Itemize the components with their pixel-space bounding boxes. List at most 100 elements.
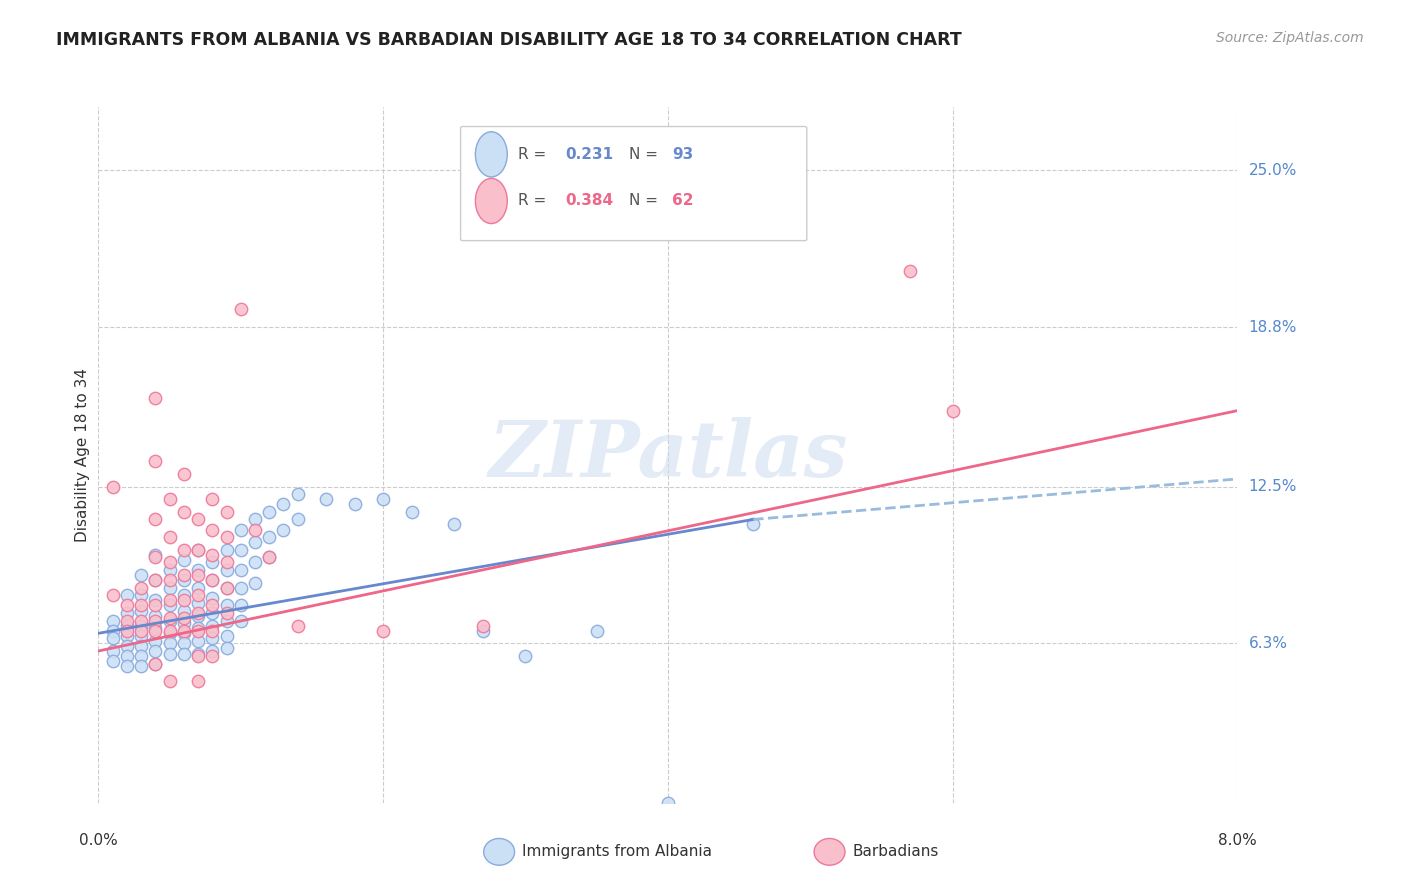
Point [159,614,181,628]
Point [187,581,209,595]
Ellipse shape [475,132,508,177]
Point [173,467,195,481]
Point [145,573,167,587]
Point [201,648,224,663]
Point [101,614,124,628]
Point [287,512,309,526]
Point [173,588,195,602]
Point [201,618,224,632]
Text: 62: 62 [672,194,695,209]
Point [229,542,252,557]
Text: N =: N = [628,147,664,161]
Point [273,523,295,537]
Point [115,639,138,653]
Text: 25.0%: 25.0% [1249,163,1296,178]
Point [159,674,181,689]
Point [173,624,195,638]
Point [129,639,152,653]
Point [215,641,238,656]
Point [215,556,238,570]
Point [201,548,224,562]
Text: 6.3%: 6.3% [1249,636,1288,651]
Point [145,391,167,405]
Point [173,611,195,625]
Point [742,517,765,532]
Point [243,535,266,549]
Point [129,588,152,602]
Point [145,608,167,623]
Point [187,568,209,582]
Point [159,563,181,577]
Point [187,621,209,635]
Point [187,596,209,610]
Point [287,618,309,632]
Point [173,626,195,640]
Point [159,530,181,544]
Text: 0.384: 0.384 [565,194,613,209]
Point [201,573,224,587]
Point [145,548,167,562]
Point [159,593,181,607]
Point [101,654,124,668]
Point [657,796,679,810]
Point [201,591,224,605]
Point [201,624,224,638]
Point [215,581,238,595]
Point [201,606,224,620]
Point [101,644,124,658]
Point [129,599,152,613]
Point [145,454,167,468]
Point [229,523,252,537]
Point [159,624,181,638]
Point [287,487,309,501]
Point [145,644,167,658]
Point [401,505,423,519]
Point [215,505,238,519]
Text: N =: N = [628,194,664,209]
Point [187,606,209,620]
Point [187,588,209,602]
Point [187,674,209,689]
Point [173,636,195,650]
Point [201,556,224,570]
Point [187,512,209,526]
Point [159,581,181,595]
Point [215,563,238,577]
Point [145,573,167,587]
Text: ZIPatlas: ZIPatlas [488,417,848,493]
Point [145,657,167,671]
Point [101,632,124,646]
Point [215,629,238,643]
Point [201,644,224,658]
Text: Immigrants from Albania: Immigrants from Albania [522,845,711,859]
Point [173,647,195,661]
Point [173,542,195,557]
Point [898,264,921,278]
Point [145,599,167,613]
Point [173,505,195,519]
Point [229,563,252,577]
Point [129,618,152,632]
Point [129,624,152,638]
Point [129,648,152,663]
Point [159,611,181,625]
Point [129,603,152,617]
Point [585,624,607,638]
Text: 18.8%: 18.8% [1249,319,1296,334]
Point [129,568,152,582]
FancyBboxPatch shape [461,127,807,241]
Point [145,614,167,628]
Point [173,573,195,587]
Text: 12.5%: 12.5% [1249,479,1296,494]
Point [115,624,138,638]
Point [628,158,651,172]
Point [259,550,281,565]
Point [471,618,494,632]
Text: Barbadians: Barbadians [852,845,938,859]
Text: R =: R = [517,194,551,209]
Point [159,492,181,507]
Point [115,614,138,628]
Point [145,593,167,607]
Point [471,624,494,638]
Point [145,550,167,565]
